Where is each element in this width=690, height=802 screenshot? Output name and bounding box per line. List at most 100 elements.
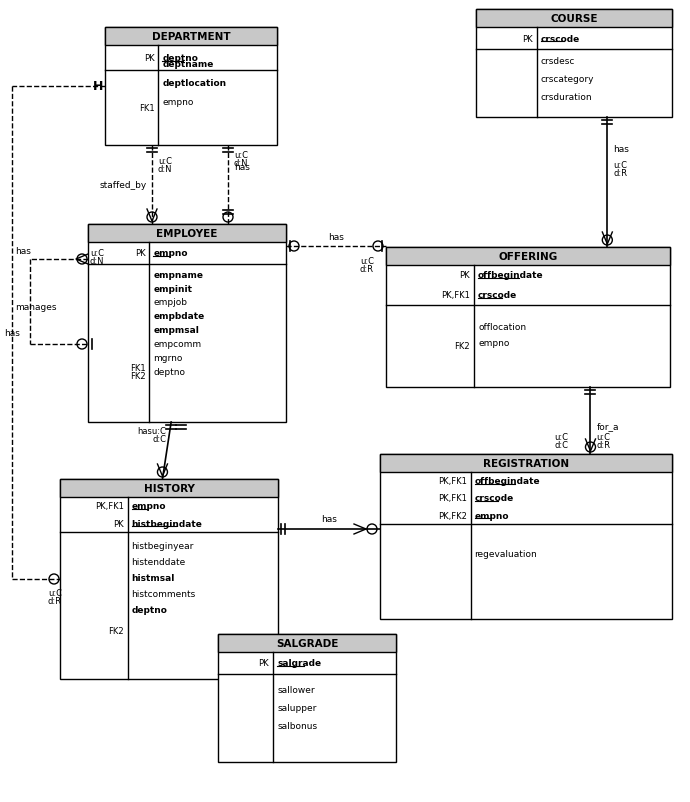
Text: histcomments: histcomments — [132, 589, 196, 599]
Text: d:R: d:R — [360, 265, 374, 274]
Bar — [60, 480, 278, 679]
Text: PK: PK — [522, 34, 533, 43]
Text: d:C: d:C — [555, 441, 569, 450]
Text: has: has — [4, 329, 20, 338]
Bar — [105, 28, 277, 146]
Text: crscode: crscode — [541, 34, 580, 43]
Text: manages: manages — [15, 302, 57, 312]
Text: DEPARTMENT: DEPARTMENT — [152, 32, 230, 42]
Text: empjob: empjob — [153, 298, 188, 307]
Text: d:R: d:R — [613, 168, 627, 177]
Text: FK1: FK1 — [139, 104, 155, 113]
Text: PK,FK1: PK,FK1 — [95, 501, 124, 511]
Text: d:R: d:R — [48, 597, 62, 606]
Text: crscategory: crscategory — [541, 75, 594, 84]
Text: REGISTRATION: REGISTRATION — [483, 459, 569, 468]
Text: u:C: u:C — [360, 257, 374, 266]
Bar — [386, 248, 670, 387]
Text: empno: empno — [132, 501, 166, 511]
Bar — [386, 248, 670, 265]
Text: histmsal: histmsal — [132, 573, 175, 583]
Text: FK2: FK2 — [455, 342, 470, 351]
Bar — [380, 455, 672, 619]
Text: offbegindate: offbegindate — [478, 271, 544, 280]
Text: PK,FK2: PK,FK2 — [437, 511, 466, 520]
Text: regevaluation: regevaluation — [475, 550, 538, 559]
Bar — [60, 480, 278, 497]
Text: H: H — [92, 80, 103, 93]
Text: empno: empno — [162, 98, 194, 107]
Bar — [218, 634, 396, 652]
Bar — [88, 225, 286, 243]
Text: PK: PK — [259, 658, 269, 668]
Text: u:C: u:C — [90, 249, 104, 258]
Text: deptname: deptname — [162, 60, 214, 69]
Text: salgrade: salgrade — [277, 658, 322, 668]
Text: u:C: u:C — [596, 433, 611, 442]
Text: PK,FK1: PK,FK1 — [437, 494, 466, 503]
Text: has: has — [328, 233, 344, 241]
Bar — [105, 28, 277, 46]
Text: PK: PK — [113, 519, 124, 528]
Text: crsdesc: crsdesc — [541, 58, 575, 67]
Text: u:C: u:C — [555, 433, 569, 442]
Text: empcomm: empcomm — [153, 340, 201, 349]
Text: has: has — [15, 247, 31, 256]
Text: EMPLOYEE: EMPLOYEE — [157, 229, 217, 239]
Text: SALGRADE: SALGRADE — [276, 638, 338, 648]
Text: empbdate: empbdate — [153, 312, 205, 321]
Text: HISTORY: HISTORY — [144, 484, 195, 493]
Text: empno: empno — [153, 249, 188, 258]
Bar — [476, 10, 672, 118]
Text: COURSE: COURSE — [550, 14, 598, 24]
Text: has: has — [321, 515, 337, 524]
Text: mgrno: mgrno — [153, 354, 183, 363]
Text: has: has — [613, 145, 629, 154]
Bar — [380, 455, 672, 472]
Text: empinit: empinit — [153, 284, 193, 294]
Text: staffed_by: staffed_by — [100, 181, 147, 190]
Text: FK2: FK2 — [130, 372, 146, 381]
Text: u:C: u:C — [158, 157, 172, 166]
Text: PK: PK — [135, 249, 146, 258]
Text: FK1: FK1 — [130, 364, 146, 373]
Text: u:C: u:C — [613, 160, 627, 169]
Text: empmsal: empmsal — [153, 326, 199, 335]
Text: crscode: crscode — [475, 494, 514, 503]
Text: FK2: FK2 — [108, 626, 124, 636]
Text: d:N: d:N — [158, 165, 172, 174]
Bar — [476, 10, 672, 28]
Text: histenddate: histenddate — [132, 558, 186, 567]
Text: offlocation: offlocation — [478, 323, 526, 332]
Text: empno: empno — [478, 339, 509, 348]
Text: deptno: deptno — [162, 54, 198, 63]
Text: PK: PK — [460, 271, 470, 280]
Text: histbegindate: histbegindate — [132, 519, 202, 528]
Text: histbeginyear: histbeginyear — [132, 542, 194, 551]
Text: hasu:C: hasu:C — [137, 427, 166, 436]
Text: OFFERING: OFFERING — [498, 252, 558, 261]
Text: crscode: crscode — [478, 291, 518, 300]
Text: PK,FK1: PK,FK1 — [441, 291, 470, 300]
Text: empno: empno — [475, 511, 509, 520]
Text: deptno: deptno — [132, 606, 168, 615]
Text: has: has — [234, 164, 250, 172]
Text: u:C: u:C — [48, 589, 62, 597]
Text: PK: PK — [144, 54, 155, 63]
Text: salbonus: salbonus — [277, 722, 317, 731]
Text: empname: empname — [153, 270, 204, 279]
Text: d:N: d:N — [90, 257, 104, 266]
Text: crsduration: crsduration — [541, 93, 593, 103]
Text: d:C: d:C — [152, 435, 166, 444]
Text: PK,FK1: PK,FK1 — [437, 476, 466, 485]
Text: d:R: d:R — [596, 441, 611, 450]
Text: deptlocation: deptlocation — [162, 79, 226, 88]
Text: deptno: deptno — [153, 368, 186, 377]
Bar — [88, 225, 286, 423]
Text: d:N: d:N — [234, 160, 248, 168]
Text: sallower: sallower — [277, 686, 315, 695]
Text: salupper: salupper — [277, 703, 317, 713]
Text: offbegindate: offbegindate — [475, 476, 540, 485]
Text: for_a: for_a — [596, 422, 619, 431]
Text: u:C: u:C — [234, 152, 248, 160]
